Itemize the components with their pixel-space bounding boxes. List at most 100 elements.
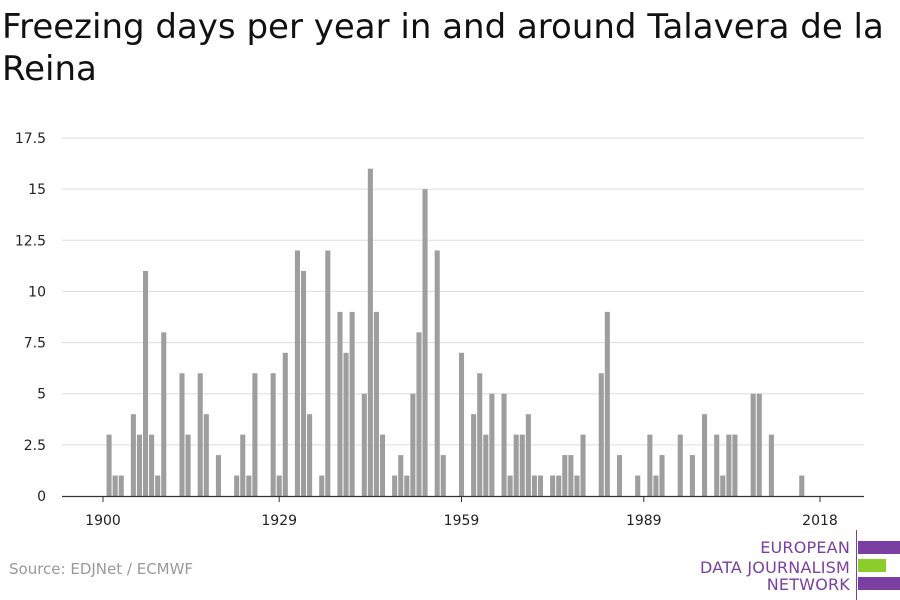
chart-title: Freezing days per year in and around Tal… (2, 7, 884, 89)
bar-1944 (367, 168, 373, 496)
y-tick-label: 7.5 (24, 336, 46, 352)
bar-1990 (647, 434, 653, 496)
y-tick-label: 0 (37, 489, 46, 505)
bar-1964 (489, 393, 495, 496)
bar-1963 (483, 434, 489, 496)
bar-1933 (300, 270, 307, 496)
bar-1905 (130, 414, 136, 496)
bar-2015 (799, 475, 805, 496)
bar-1969 (519, 434, 525, 496)
y-tick-label: 15 (28, 182, 46, 198)
bar-2003 (726, 434, 732, 496)
y-axis-tick-labels: 0 2.5 5 7.5 10 12.5 15 17.5 (15, 131, 46, 505)
bar-1901 (106, 434, 112, 496)
bar-1932 (294, 250, 300, 496)
y-tick-label: 17.5 (15, 131, 46, 147)
x-axis-ticks: 1900 1929 1959 1989 2018 (85, 496, 838, 529)
x-tick-label: 1900 (85, 513, 121, 529)
bar-1955 (434, 250, 440, 496)
bar-2007 (750, 393, 756, 496)
bar-1956 (440, 455, 446, 496)
bar-1914 (185, 434, 191, 496)
y-tick-label: 10 (28, 284, 46, 300)
bar-1910 (161, 332, 167, 496)
bar-1906 (136, 434, 142, 496)
logo-text-line1: EUROPEAN (760, 538, 850, 557)
bar-1995 (677, 434, 683, 496)
bar-2010 (768, 434, 774, 496)
bar-1972 (537, 475, 544, 496)
bar-1962 (477, 373, 483, 496)
bar-1903 (118, 475, 124, 496)
bar-1951 (410, 393, 416, 496)
bar-1982 (598, 373, 604, 496)
bar-1974 (550, 475, 556, 496)
bar-1953 (422, 189, 428, 496)
bar-2008 (756, 393, 762, 496)
bar-1975 (556, 475, 562, 496)
edjnet-logo[interactable]: EUROPEAN DATA JOURNALISM NETWORK (700, 530, 900, 600)
x-tick-label: 1929 (261, 513, 297, 529)
bar-1961 (471, 414, 477, 496)
bar-1941 (349, 311, 355, 496)
bar-1925 (252, 373, 258, 496)
bar-1970 (525, 414, 531, 496)
logo-text-line2: DATA JOURNALISM (700, 558, 850, 577)
bar-1978 (574, 475, 580, 496)
bar-1902 (112, 475, 118, 496)
logo-bar-green (858, 559, 886, 572)
bar-1977 (568, 455, 574, 496)
bar-1952 (416, 332, 422, 496)
bar-1992 (659, 455, 665, 496)
bars (106, 168, 805, 496)
bar-2001 (714, 434, 720, 496)
bar-1945 (373, 311, 379, 496)
bar-1924 (246, 475, 252, 496)
y-tick-label: 12.5 (15, 233, 46, 249)
x-tick-label: 2018 (802, 513, 838, 529)
bar-1917 (203, 414, 209, 496)
bar-1916 (197, 373, 203, 496)
bar-1922 (234, 475, 240, 496)
bar-1959 (458, 352, 465, 496)
bar-1950 (404, 475, 410, 496)
logo-bar-purple-bottom (858, 577, 900, 590)
logo-text-line3: NETWORK (766, 575, 850, 594)
bar-1999 (702, 414, 708, 496)
bar-1983 (604, 311, 610, 496)
bar-1985 (616, 455, 623, 496)
bar-1913 (179, 373, 185, 496)
bar-1936 (319, 475, 325, 496)
bar-1976 (562, 455, 568, 496)
bar-1907 (143, 270, 149, 496)
bar-1937 (325, 250, 331, 496)
bar-1948 (392, 475, 398, 496)
y-tick-label: 5 (37, 387, 46, 403)
y-tick-label: 2.5 (24, 438, 46, 454)
bar-1946 (379, 434, 386, 496)
x-tick-label: 1959 (444, 513, 480, 529)
bar-1939 (337, 311, 343, 496)
bar-1943 (361, 393, 367, 496)
bar-2004 (732, 434, 738, 496)
bar-1940 (343, 352, 349, 496)
bar-1988 (635, 475, 641, 496)
bar-1966 (501, 393, 507, 496)
bar-1930 (282, 352, 288, 496)
bar-1908 (149, 434, 155, 496)
bar-1928 (270, 373, 276, 496)
bar-1934 (307, 414, 313, 496)
bar-1909 (155, 475, 161, 496)
grid-lines (62, 137, 864, 446)
bar-1949 (398, 455, 404, 496)
bar-1991 (653, 475, 659, 496)
bar-1929 (276, 475, 282, 496)
source-note: Source: EDJNet / ECMWF (9, 560, 194, 578)
bar-1997 (689, 455, 695, 496)
x-tick-label: 1989 (626, 513, 662, 529)
bar-1968 (513, 434, 519, 496)
bar-1971 (531, 475, 537, 496)
bar-2002 (720, 475, 726, 496)
logo-divider (856, 530, 857, 600)
